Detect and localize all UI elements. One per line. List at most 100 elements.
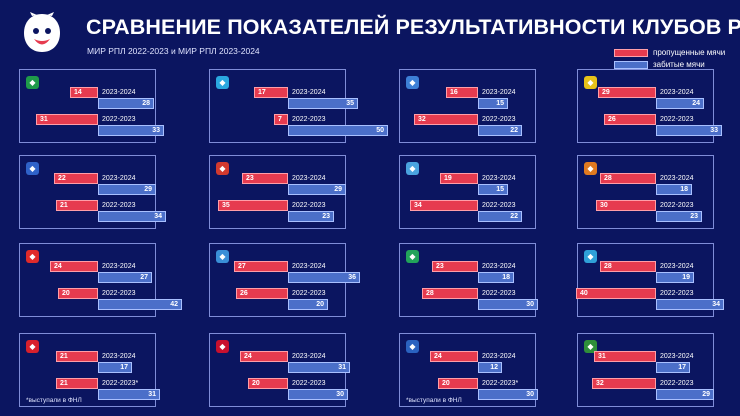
season-label: 2023-2024 [660, 263, 694, 270]
value-label-scored: 33 [710, 127, 718, 134]
bar-scored: 27 [98, 272, 152, 283]
value-label-conceded: 40 [580, 290, 588, 297]
bar-conceded: 28 [422, 288, 478, 299]
value-label-conceded: 32 [596, 380, 604, 387]
bar-conceded: 28 [600, 173, 656, 184]
bar-scored: 50 [288, 125, 388, 136]
footnote: *выступали в ФНЛ [26, 397, 82, 404]
bar-scored: 19 [656, 272, 694, 283]
value-label-conceded: 28 [604, 263, 612, 270]
value-label-conceded: 24 [434, 353, 442, 360]
value-label-conceded: 19 [444, 175, 452, 182]
season-label: 2023-2024 [482, 89, 516, 96]
value-label-conceded: 21 [60, 202, 68, 209]
bar-scored: 23 [288, 211, 334, 222]
bar-scored: 22 [478, 211, 522, 222]
value-label-scored: 29 [702, 391, 710, 398]
bar-scored: 34 [98, 211, 166, 222]
bar-conceded: 23 [242, 173, 288, 184]
bar-conceded: 27 [234, 261, 288, 272]
bar-scored: 29 [98, 184, 156, 195]
bar-conceded: 7 [274, 114, 288, 125]
bar-scored: 30 [478, 299, 538, 310]
bar-conceded: 23 [432, 261, 478, 272]
bar-scored: 30 [288, 389, 348, 400]
value-label-scored: 24 [692, 100, 700, 107]
pari-nn-crest-icon: ◆ [584, 340, 597, 353]
value-label-scored: 18 [680, 186, 688, 193]
value-label-scored: 23 [322, 213, 330, 220]
season-label: 2022-2023* [102, 380, 139, 387]
rpl-logo [24, 12, 60, 52]
value-label-scored: 20 [316, 301, 324, 308]
value-label-conceded: 32 [418, 116, 426, 123]
akhmat-crest-icon: ◆ [406, 250, 419, 263]
season-label: 2023-2024 [482, 353, 516, 360]
bar-scored: 17 [98, 362, 132, 373]
bar-scored: 42 [98, 299, 182, 310]
bar-scored: 22 [478, 125, 522, 136]
season-label: 2022-2023 [102, 202, 136, 209]
bar-scored: 28 [98, 98, 154, 109]
value-label-conceded: 31 [40, 116, 48, 123]
bar-scored: 34 [656, 299, 724, 310]
krylia-crest-icon: ◆ [216, 250, 229, 263]
season-label: 2023-2024 [482, 175, 516, 182]
value-label-scored: 42 [170, 301, 178, 308]
bar-conceded: 29 [598, 87, 656, 98]
season-label: 2023-2024 [102, 175, 136, 182]
sochi-crest-icon: ◆ [584, 250, 597, 263]
bar-conceded: 26 [236, 288, 288, 299]
bar-scored: 29 [656, 389, 714, 400]
value-label-conceded: 20 [62, 290, 70, 297]
season-label: 2023-2024 [482, 263, 516, 270]
value-label-scored: 34 [154, 213, 162, 220]
value-label-scored: 34 [712, 301, 720, 308]
value-label-conceded: 23 [436, 263, 444, 270]
season-label: 2023-2024 [102, 263, 136, 270]
bar-conceded: 24 [430, 351, 478, 362]
bar-scored: 12 [478, 362, 502, 373]
value-label-conceded: 23 [246, 175, 254, 182]
page-subtitle: МИР РПЛ 2022-2023 и МИР РПЛ 2023-2024 [87, 46, 260, 56]
spartak-crest-icon: ◆ [26, 250, 39, 263]
club-card: ◆ 16 2023-2024 15 32 2022-2023 22 [399, 69, 536, 143]
bar-conceded: 21 [56, 200, 98, 211]
value-label-scored: 17 [120, 364, 128, 371]
ural-crest-icon: ◆ [584, 162, 597, 175]
page-title: СРАВНЕНИЕ ПОКАЗАТЕЛЕЙ РЕЗУЛЬТАТИВНОСТИ К… [86, 15, 740, 39]
legend-label-scored: забитые мячи [653, 60, 705, 69]
value-label-scored: 28 [142, 100, 150, 107]
value-label-conceded: 28 [604, 175, 612, 182]
season-label: 2022-2023 [292, 380, 326, 387]
club-card: ◆ 28 2023-2024 18 30 2022-2023 23 [577, 155, 714, 229]
value-label-scored: 35 [346, 100, 354, 107]
value-label-scored: 31 [148, 391, 156, 398]
value-label-conceded: 31 [598, 353, 606, 360]
value-label-scored: 19 [682, 274, 690, 281]
value-label-conceded: 29 [602, 89, 610, 96]
bar-scored: 18 [478, 272, 514, 283]
bar-scored: 31 [98, 389, 160, 400]
club-card: ◆ 19 2023-2024 15 34 2022-2023 22 [399, 155, 536, 229]
bar-scored: 35 [288, 98, 358, 109]
legend-item-conceded: пропущенные мячи [614, 47, 725, 58]
season-label: 2023-2024 [292, 263, 326, 270]
bar-scored: 15 [478, 184, 508, 195]
legend: пропущенные мячи забитые мячи [614, 47, 725, 71]
bar-conceded: 22 [54, 173, 98, 184]
season-label: 2022-2023* [482, 380, 519, 387]
value-label-scored: 29 [334, 186, 342, 193]
bar-scored: 15 [478, 98, 508, 109]
bar-conceded: 31 [594, 351, 656, 362]
bar-conceded: 21 [56, 378, 98, 389]
season-label: 2023-2024 [292, 89, 326, 96]
value-label-scored: 22 [510, 127, 518, 134]
value-label-conceded: 22 [58, 175, 66, 182]
bar-conceded: 32 [414, 114, 478, 125]
club-card: ◆ 24 2023-2024 12 20 2022-2023* 30 *выступали в… [399, 333, 538, 407]
legend-swatch-conceded [614, 48, 648, 57]
bar-conceded: 14 [70, 87, 98, 98]
bar-conceded: 30 [596, 200, 656, 211]
value-label-conceded: 14 [74, 89, 82, 96]
